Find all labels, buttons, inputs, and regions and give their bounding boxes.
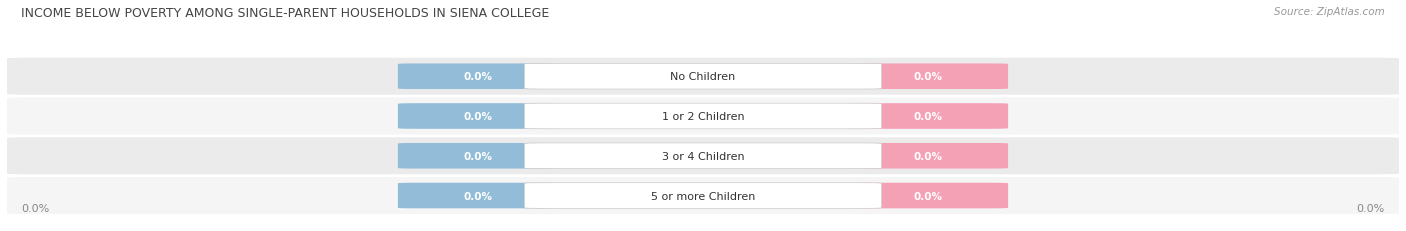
FancyBboxPatch shape — [7, 177, 1399, 214]
FancyBboxPatch shape — [398, 183, 558, 208]
FancyBboxPatch shape — [398, 64, 558, 90]
Text: 0.0%: 0.0% — [914, 151, 942, 161]
FancyBboxPatch shape — [848, 104, 1008, 129]
Text: 0.0%: 0.0% — [1357, 203, 1385, 213]
FancyBboxPatch shape — [524, 183, 882, 208]
Text: 0.0%: 0.0% — [914, 191, 942, 201]
Text: 0.0%: 0.0% — [464, 151, 492, 161]
Text: INCOME BELOW POVERTY AMONG SINGLE-PARENT HOUSEHOLDS IN SIENA COLLEGE: INCOME BELOW POVERTY AMONG SINGLE-PARENT… — [21, 7, 550, 20]
FancyBboxPatch shape — [7, 58, 1399, 95]
Text: 5 or more Children: 5 or more Children — [651, 191, 755, 201]
FancyBboxPatch shape — [524, 104, 882, 129]
FancyBboxPatch shape — [398, 143, 558, 169]
FancyBboxPatch shape — [398, 104, 558, 129]
Text: 0.0%: 0.0% — [21, 203, 49, 213]
FancyBboxPatch shape — [7, 138, 1399, 174]
Text: 0.0%: 0.0% — [464, 191, 492, 201]
Text: 0.0%: 0.0% — [464, 72, 492, 82]
Text: 3 or 4 Children: 3 or 4 Children — [662, 151, 744, 161]
FancyBboxPatch shape — [524, 143, 882, 169]
Text: 0.0%: 0.0% — [464, 112, 492, 122]
FancyBboxPatch shape — [524, 64, 882, 90]
FancyBboxPatch shape — [848, 183, 1008, 208]
Text: Source: ZipAtlas.com: Source: ZipAtlas.com — [1274, 7, 1385, 17]
Text: 0.0%: 0.0% — [914, 112, 942, 122]
FancyBboxPatch shape — [848, 64, 1008, 90]
Text: 1 or 2 Children: 1 or 2 Children — [662, 112, 744, 122]
Text: No Children: No Children — [671, 72, 735, 82]
FancyBboxPatch shape — [848, 143, 1008, 169]
FancyBboxPatch shape — [7, 98, 1399, 135]
Text: 0.0%: 0.0% — [914, 72, 942, 82]
